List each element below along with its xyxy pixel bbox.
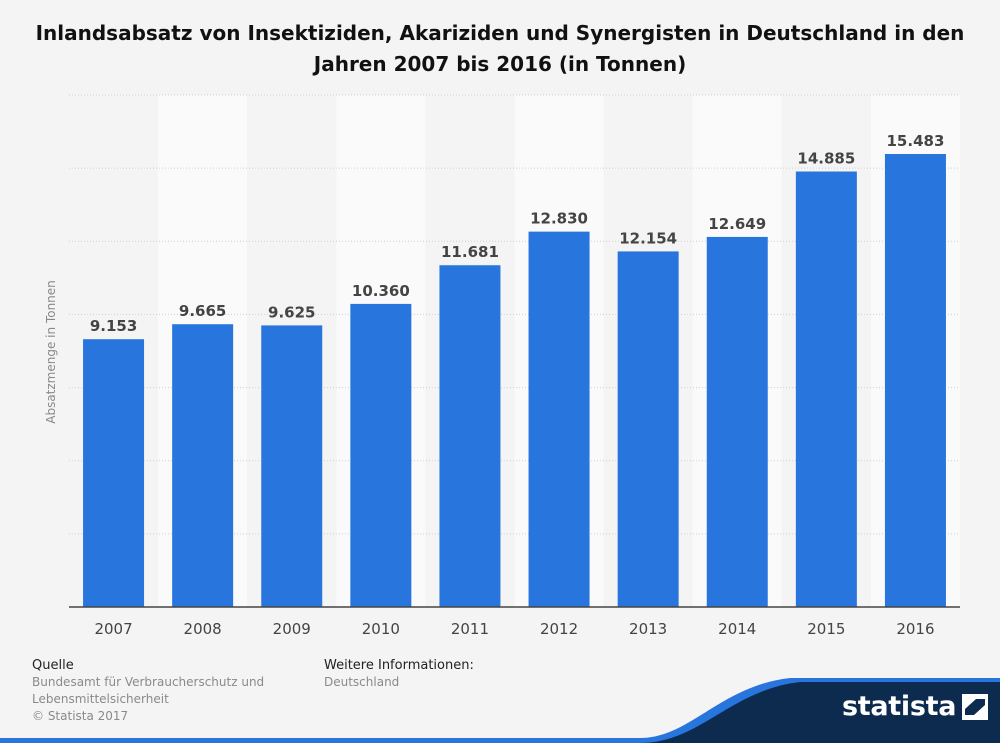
value-label-2016: 15.483 xyxy=(887,132,945,150)
x-tick-label-2012: 2012 xyxy=(540,620,578,638)
x-tick-label-2008: 2008 xyxy=(184,620,222,638)
bar-2008 xyxy=(172,324,234,607)
value-label-2008: 9.665 xyxy=(179,302,226,320)
x-tick-label-2011: 2011 xyxy=(451,620,489,638)
y-axis-label: Absatzmenge in Tonnen xyxy=(44,280,58,424)
value-label-2010: 10.360 xyxy=(352,282,410,300)
brand-band-main xyxy=(640,682,1000,743)
bar-2011 xyxy=(439,265,501,607)
bar-2015 xyxy=(795,171,857,607)
statista-logo-text: statista xyxy=(842,691,957,722)
value-label-2013: 12.154 xyxy=(619,229,677,247)
source-line-2: Lebensmittelsicherheit xyxy=(32,692,169,706)
bar-2016 xyxy=(884,154,946,607)
value-label-2009: 9.625 xyxy=(268,303,315,321)
source-line-1: Bundesamt für Verbraucherschutz und xyxy=(32,675,265,689)
copyright: © Statista 2017 xyxy=(32,709,129,723)
bar-2014 xyxy=(706,236,768,608)
value-label-2015: 14.885 xyxy=(797,150,855,168)
source-heading: Quelle xyxy=(32,658,74,673)
chart-title: Inlandsabsatz von Insektiziden, Akarizid… xyxy=(35,21,965,76)
bar-2009 xyxy=(261,325,323,607)
more-info-heading: Weitere Informationen: xyxy=(324,658,474,673)
x-tick-label-2014: 2014 xyxy=(718,620,756,638)
bar-2010 xyxy=(350,303,412,607)
value-label-2014: 12.649 xyxy=(708,215,766,233)
x-tick-label-2010: 2010 xyxy=(362,620,400,638)
bar-2012 xyxy=(528,231,590,607)
x-tick-label-2015: 2015 xyxy=(807,620,845,638)
value-label-2007: 9.153 xyxy=(90,317,137,335)
bar-2007 xyxy=(83,339,145,607)
x-tick-label-2009: 2009 xyxy=(273,620,311,638)
x-tick-label-2013: 2013 xyxy=(629,620,667,638)
bar-2013 xyxy=(617,251,679,607)
value-label-2011: 11.681 xyxy=(441,243,499,261)
x-tick-label-2016: 2016 xyxy=(896,620,934,638)
source-block: Quelle Bundesamt für Verbraucherschutz u… xyxy=(32,657,292,725)
value-label-2012: 12.830 xyxy=(530,210,588,228)
more-info-block: Weitere Informationen: Deutschland xyxy=(324,657,584,691)
statista-logo-icon xyxy=(962,693,989,720)
more-info-text: Deutschland xyxy=(324,675,400,689)
statista-logo[interactable]: statista xyxy=(842,691,989,722)
x-tick-label-2007: 2007 xyxy=(94,620,132,638)
